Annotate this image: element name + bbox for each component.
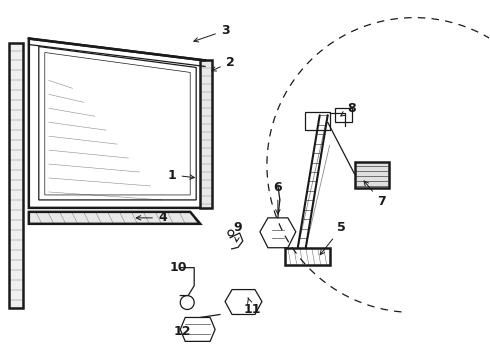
Text: 2: 2: [212, 56, 234, 71]
Text: 9: 9: [234, 221, 243, 242]
Text: 10: 10: [170, 261, 187, 274]
Text: 11: 11: [243, 298, 261, 316]
Text: 3: 3: [194, 24, 229, 42]
Polygon shape: [200, 60, 212, 208]
Polygon shape: [9, 42, 23, 307]
Text: 6: 6: [273, 181, 282, 214]
Polygon shape: [355, 162, 390, 188]
Polygon shape: [29, 212, 200, 224]
Text: 12: 12: [173, 325, 191, 338]
Text: 4: 4: [136, 211, 167, 224]
Text: 8: 8: [341, 102, 356, 116]
Text: 7: 7: [364, 181, 386, 208]
Text: 1: 1: [168, 168, 195, 181]
Text: 5: 5: [320, 221, 346, 255]
